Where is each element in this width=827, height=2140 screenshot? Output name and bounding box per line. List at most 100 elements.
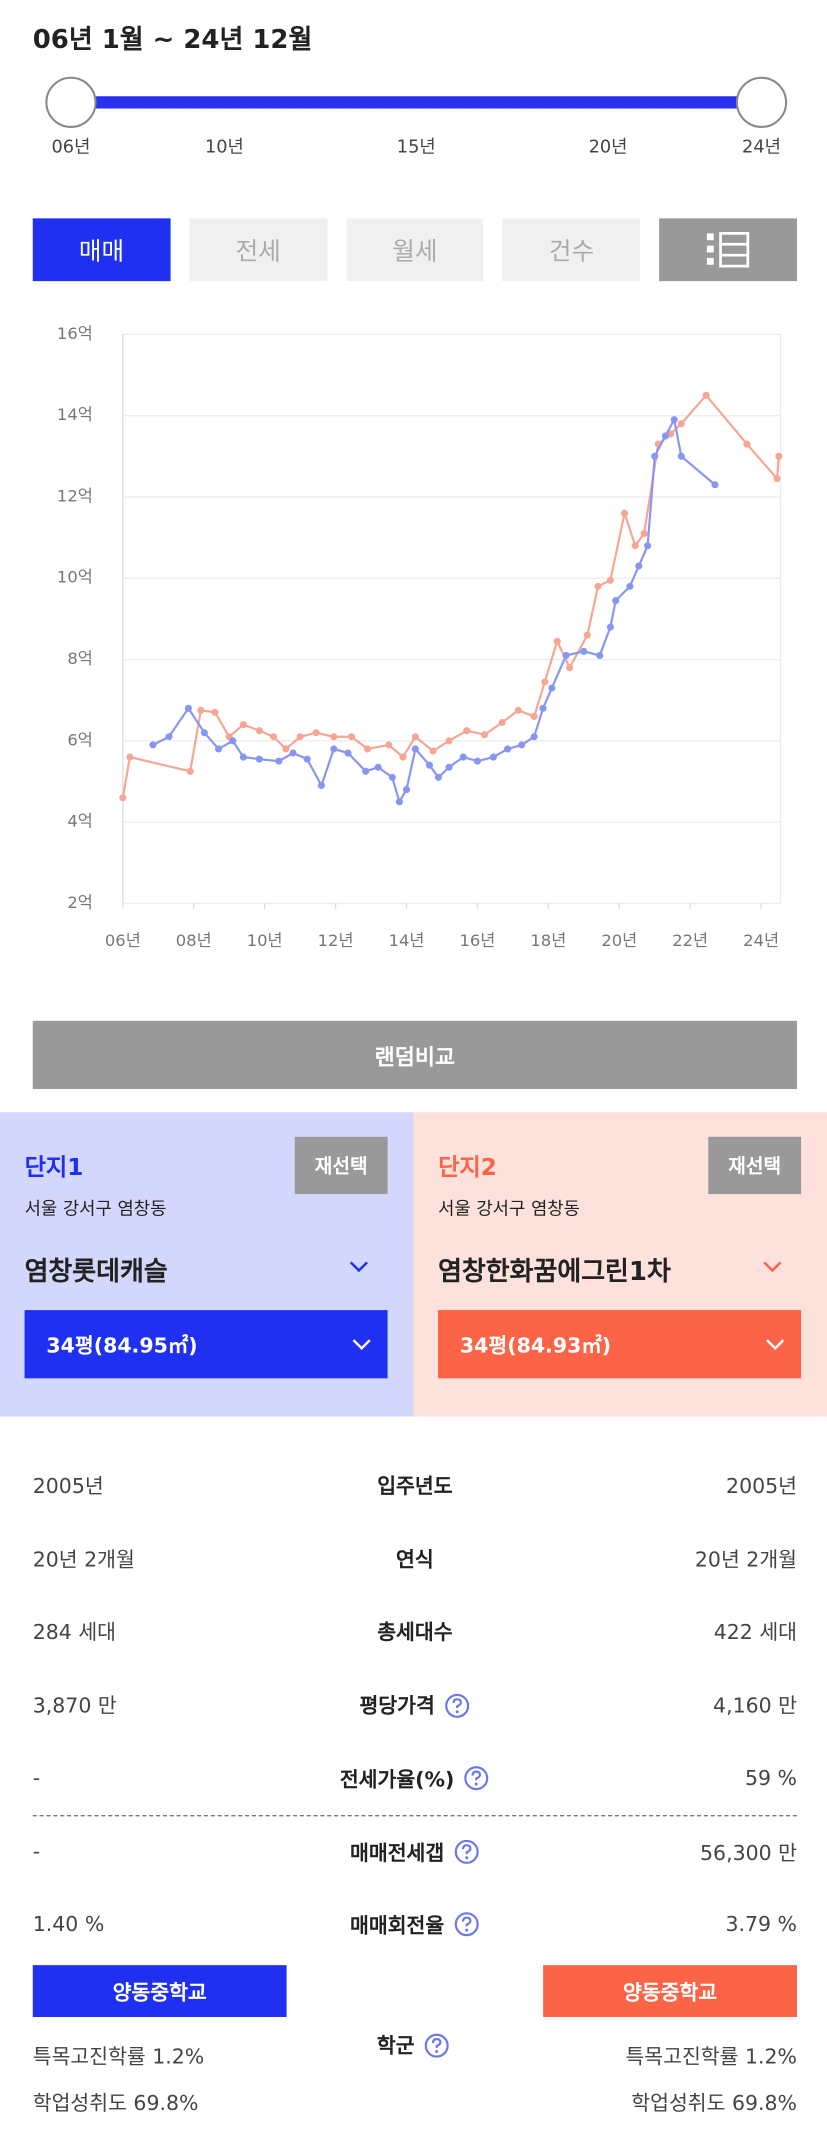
tab[interactable]: 전세 <box>189 218 327 282</box>
x-tick-label: 06년 <box>105 931 141 950</box>
price-point <box>434 773 442 781</box>
y-tick-label: 2억 <box>67 893 92 912</box>
slider-handle[interactable] <box>735 76 788 128</box>
x-tick-label: 14년 <box>389 931 425 950</box>
price-point <box>530 733 538 741</box>
school-achievement: 학업성취도 69.8% <box>631 2090 797 2116</box>
info-row: 20년 2개월 연식 20년 2개월 <box>33 1522 797 1595</box>
y-tick-label: 14억 <box>57 405 93 424</box>
price-point <box>289 749 297 757</box>
price-point <box>215 745 223 753</box>
price-point <box>553 637 561 645</box>
right-value: 4,160 만 <box>713 1693 798 1719</box>
help-icon <box>454 1840 479 1865</box>
reselect-button[interactable]: 재선택 <box>708 1136 802 1195</box>
price-point <box>330 733 338 741</box>
tab[interactable]: 매매 <box>32 218 171 282</box>
price-point <box>402 786 411 794</box>
price-point <box>426 761 434 769</box>
slider-label: 24년 <box>742 136 781 157</box>
period-title: 06년 1월 ~ 24년 12월 <box>32 24 313 55</box>
help-glyph <box>471 1770 482 1781</box>
price-point <box>399 753 407 761</box>
price-point <box>480 731 489 739</box>
y-tick-label: 8억 <box>67 649 92 668</box>
price-point <box>344 749 352 757</box>
price-point <box>667 430 675 438</box>
left-value: 2005년 <box>32 1474 104 1499</box>
help-icon <box>454 1912 479 1937</box>
info-row: - 매매전세갭 56,300 만 <box>32 1814 798 1888</box>
price-point <box>702 391 710 399</box>
row-label-wrap: 매매회전율 <box>288 1910 543 1939</box>
price-point <box>606 576 614 584</box>
help-glyph <box>451 1697 462 1708</box>
price-point <box>429 747 437 755</box>
help-icon <box>464 1766 489 1791</box>
region: 서울 강서구 염창동 <box>24 1199 167 1221</box>
price-point <box>374 763 382 771</box>
price-point <box>773 475 781 483</box>
info-row: 3,870 만 평당가격 4,160 만 <box>33 1669 797 1742</box>
help-circle <box>444 1693 469 1718</box>
chart: 06년 10년 15년 20년 24년 2억 4억 6억 8억 10억 12억 14억 16억 06년 08… <box>45 76 788 950</box>
price-point <box>229 737 237 745</box>
school-rate: 특목고진학률 1.2% <box>32 2044 205 2069</box>
random-compare-button[interactable]: 랜덤비교 <box>32 1020 797 1090</box>
size-select[interactable]: 34평(84.95㎡) <box>24 1310 388 1379</box>
price-point <box>411 745 419 753</box>
right-value: 56,300 만 <box>700 1840 798 1866</box>
price-point <box>644 542 652 550</box>
price-point <box>385 741 393 749</box>
tab[interactable]: 건수 <box>502 218 641 282</box>
slider-label: 15년 <box>397 136 436 157</box>
slider-handle[interactable] <box>45 76 97 128</box>
price-point <box>539 704 547 712</box>
help-circle <box>454 1840 479 1865</box>
price-point <box>149 741 157 749</box>
price-point <box>670 416 678 424</box>
right-value: 59 % <box>744 1766 798 1791</box>
size-select[interactable]: 34평(84.93㎡) <box>438 1310 802 1379</box>
price-point <box>239 721 247 729</box>
right-value: 3.79 % <box>725 1912 798 1937</box>
chevron <box>349 1261 368 1273</box>
price-point <box>580 647 588 655</box>
school-button[interactable]: 양동중학교 <box>32 1965 287 2018</box>
price-point <box>269 733 278 741</box>
price-point <box>347 733 356 741</box>
left-value: - <box>32 1766 41 1791</box>
left-value: - <box>32 1839 41 1865</box>
price-point <box>606 623 614 631</box>
complex-name[interactable]: 염창롯데캐슬 <box>24 1256 168 1287</box>
row-label: 전세가율(%) <box>339 1766 455 1792</box>
price-point <box>621 509 629 517</box>
x-tick-label: 22년 <box>672 931 708 950</box>
row-label: 총세대수 <box>377 1620 453 1646</box>
complex-name[interactable]: 염창한화꿈에그린1차 <box>438 1256 671 1287</box>
reselect-button[interactable]: 재선택 <box>294 1136 388 1195</box>
complex-label: 단지1 <box>24 1154 84 1182</box>
slider-label: 20년 <box>589 136 628 157</box>
chevron-icon <box>349 1261 368 1273</box>
x-tick-label: 18년 <box>530 931 566 950</box>
price-point <box>459 753 467 761</box>
list-view-button[interactable] <box>659 218 797 282</box>
info-row: 1.40 % 매매회전율 3.79 % <box>33 1888 797 1961</box>
row-label: 매매회전율 <box>350 1913 445 1938</box>
price-point <box>743 440 751 448</box>
chevron <box>352 1339 371 1351</box>
info-row: 284 세대 총세대수 422 세대 <box>33 1596 797 1669</box>
price-point <box>612 597 620 605</box>
price-point <box>473 757 481 765</box>
price-point <box>255 727 263 735</box>
tab-bar: 매매 전세 월세 건수 <box>32 218 797 282</box>
tab[interactable]: 월세 <box>346 218 484 282</box>
price-point <box>282 745 290 753</box>
price-point <box>296 733 304 741</box>
school-button[interactable]: 양동중학교 <box>543 1965 797 2018</box>
price-point <box>255 755 263 763</box>
chevron-icon <box>352 1339 371 1351</box>
